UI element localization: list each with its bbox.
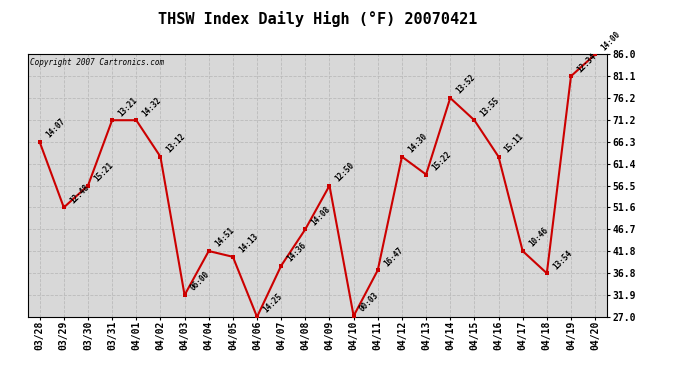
Text: 14:30: 14:30 (406, 132, 428, 154)
Text: 13:54: 13:54 (551, 248, 573, 271)
Text: 15:21: 15:21 (92, 161, 115, 183)
Text: 13:55: 13:55 (479, 95, 501, 118)
Text: 14:36: 14:36 (286, 241, 308, 264)
Text: 12:48: 12:48 (68, 183, 90, 205)
Text: 14:08: 14:08 (310, 204, 332, 227)
Text: 14:00: 14:00 (600, 30, 622, 52)
Text: 00:03: 00:03 (358, 291, 380, 314)
Text: 15:22: 15:22 (431, 150, 453, 172)
Text: 16:47: 16:47 (382, 245, 404, 268)
Text: 13:12: 13:12 (165, 132, 187, 154)
Text: 14:32: 14:32 (141, 95, 163, 118)
Text: THSW Index Daily High (°F) 20070421: THSW Index Daily High (°F) 20070421 (158, 11, 477, 27)
Text: 13:52: 13:52 (455, 73, 477, 96)
Text: 14:07: 14:07 (44, 117, 66, 140)
Text: 14:51: 14:51 (213, 226, 235, 249)
Text: 15:11: 15:11 (503, 132, 525, 154)
Text: 14:25: 14:25 (262, 292, 284, 315)
Text: 12:50: 12:50 (334, 161, 356, 183)
Text: 14:13: 14:13 (237, 232, 259, 255)
Text: Copyright 2007 Cartronics.com: Copyright 2007 Cartronics.com (30, 58, 165, 68)
Text: 06:00: 06:00 (189, 270, 211, 293)
Text: 13:21: 13:21 (117, 95, 139, 118)
Text: 10:46: 10:46 (527, 226, 549, 249)
Text: 12:34: 12:34 (575, 51, 598, 74)
